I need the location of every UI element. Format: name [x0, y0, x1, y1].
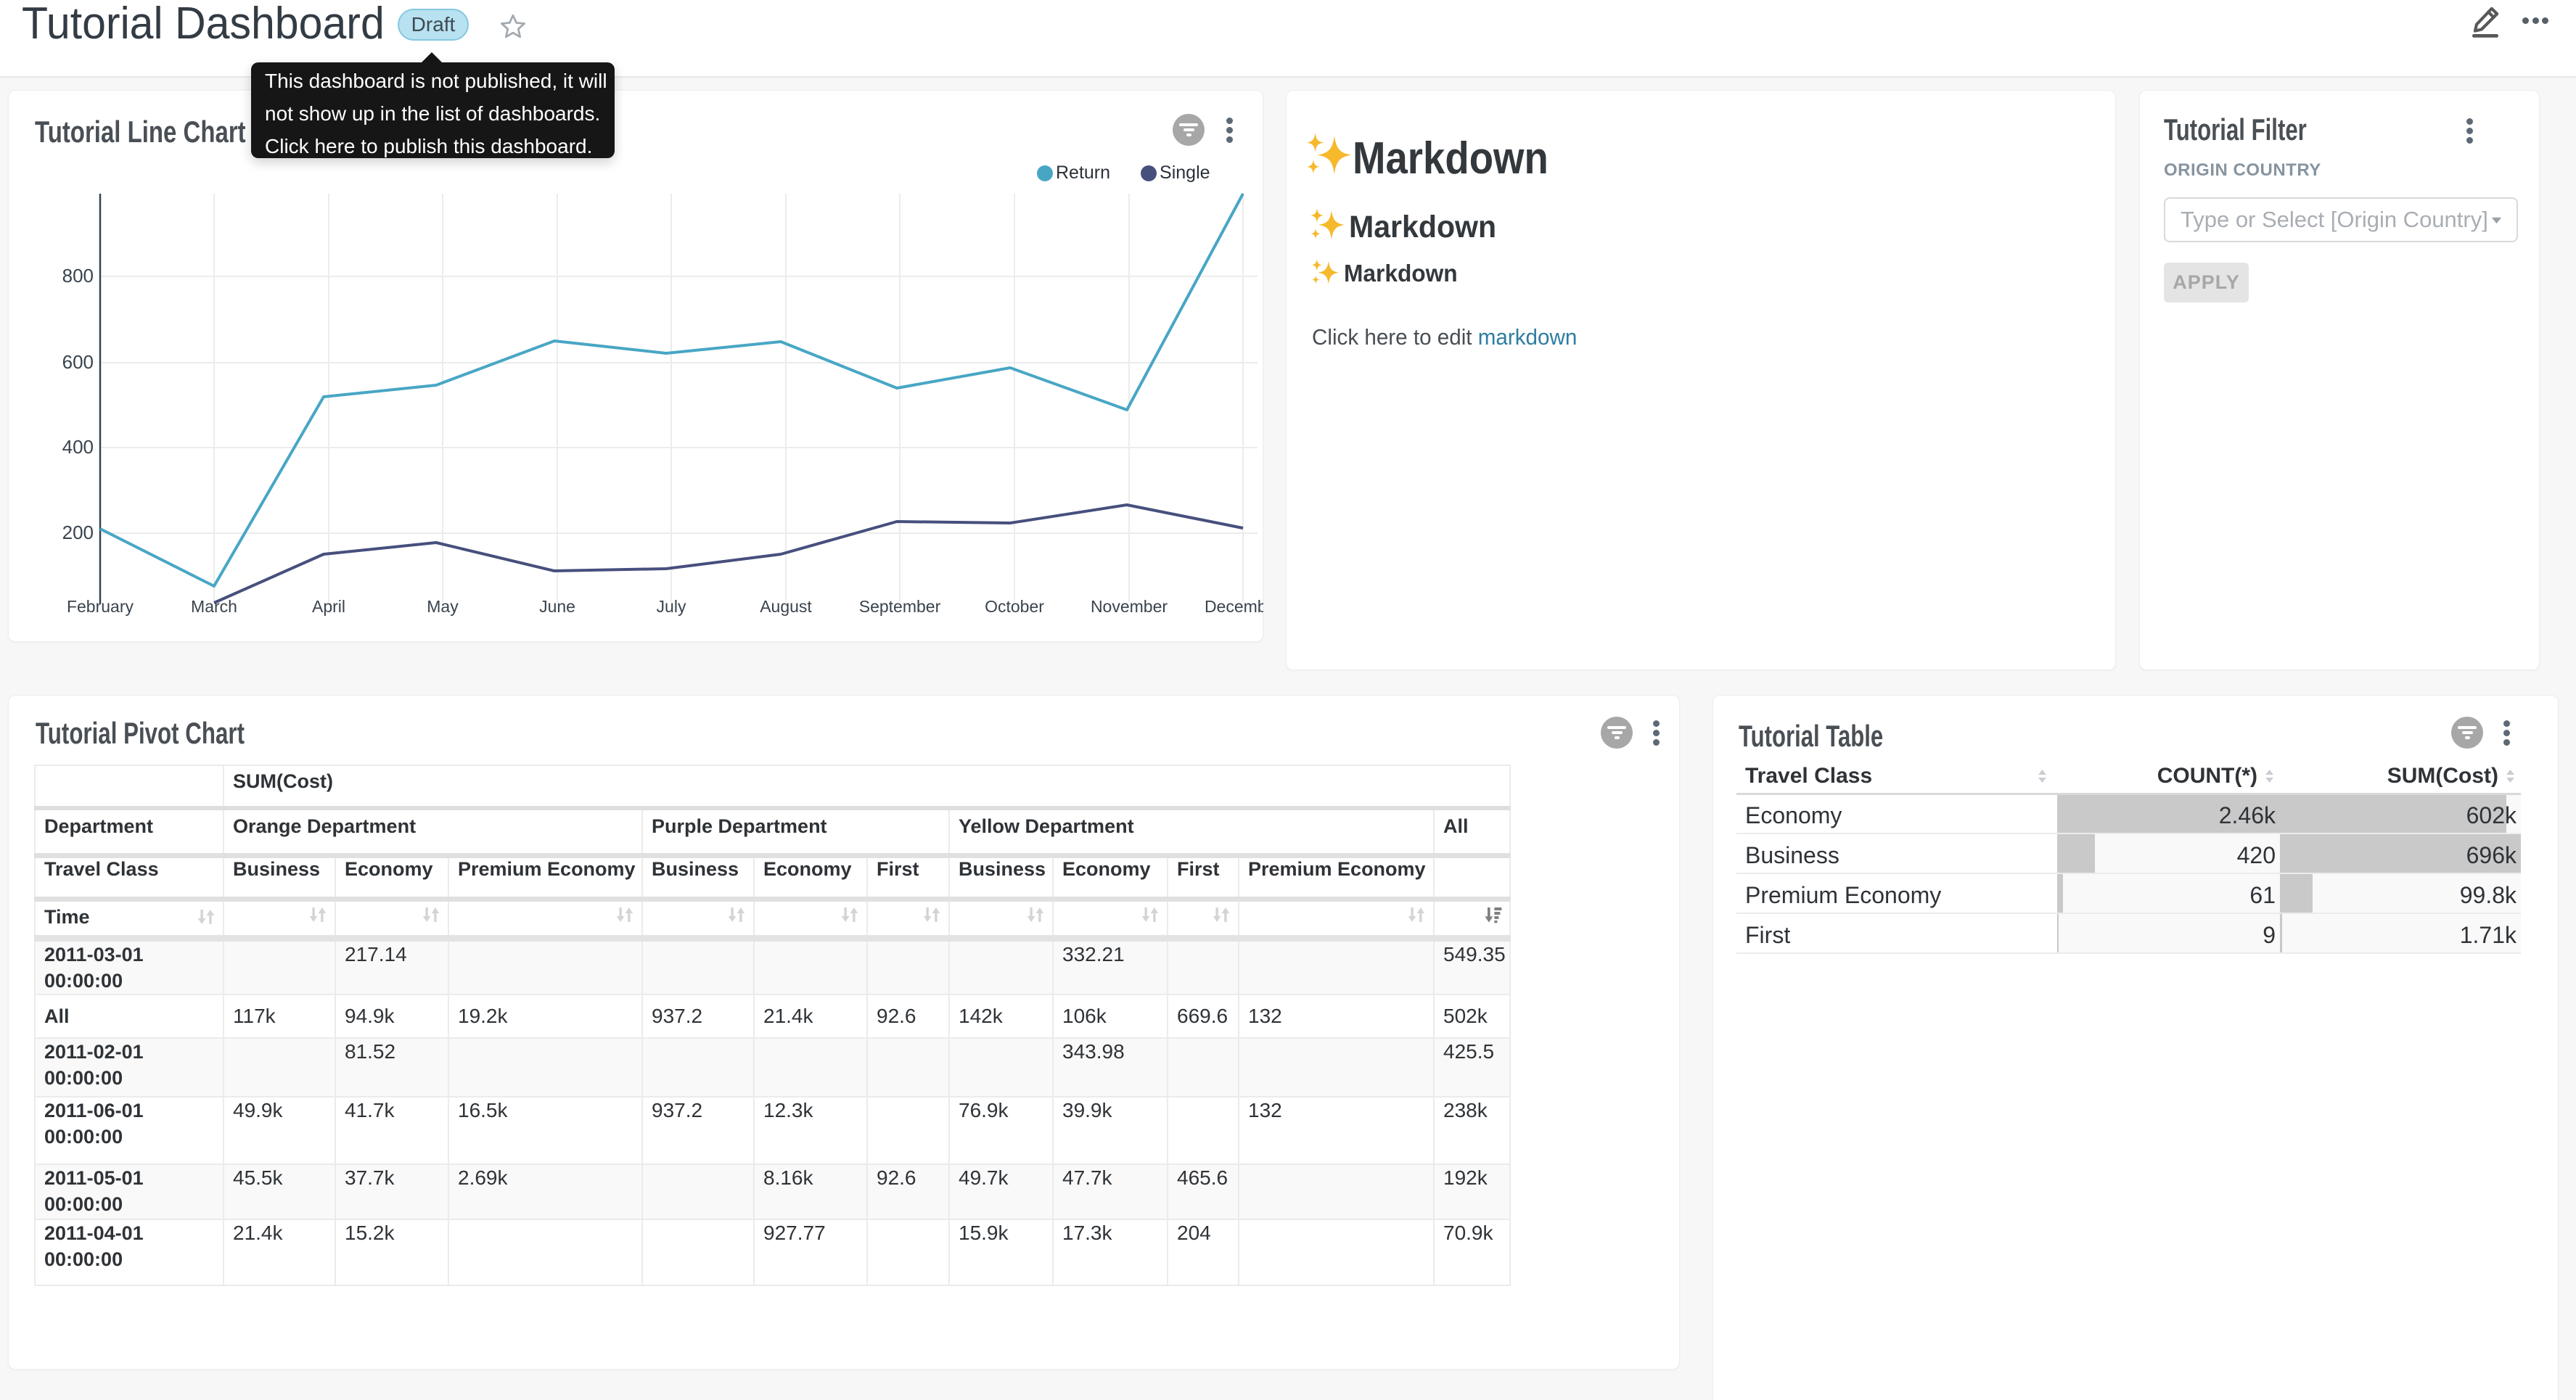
svg-text:March: March: [191, 597, 237, 616]
svg-text:December: December: [1205, 597, 1263, 616]
svg-text:October: October: [985, 597, 1044, 616]
svg-text:400: 400: [62, 436, 94, 458]
svg-text:April: April: [312, 597, 345, 616]
svg-text:600: 600: [62, 351, 94, 373]
svg-text:February: February: [67, 597, 134, 616]
svg-text:July: July: [657, 597, 686, 616]
svg-text:November: November: [1091, 597, 1168, 616]
svg-text:200: 200: [62, 522, 94, 543]
svg-text:September: September: [859, 597, 941, 616]
svg-text:May: May: [427, 597, 459, 616]
svg-text:August: August: [760, 597, 812, 616]
svg-text:800: 800: [62, 265, 94, 287]
svg-text:June: June: [539, 597, 575, 616]
